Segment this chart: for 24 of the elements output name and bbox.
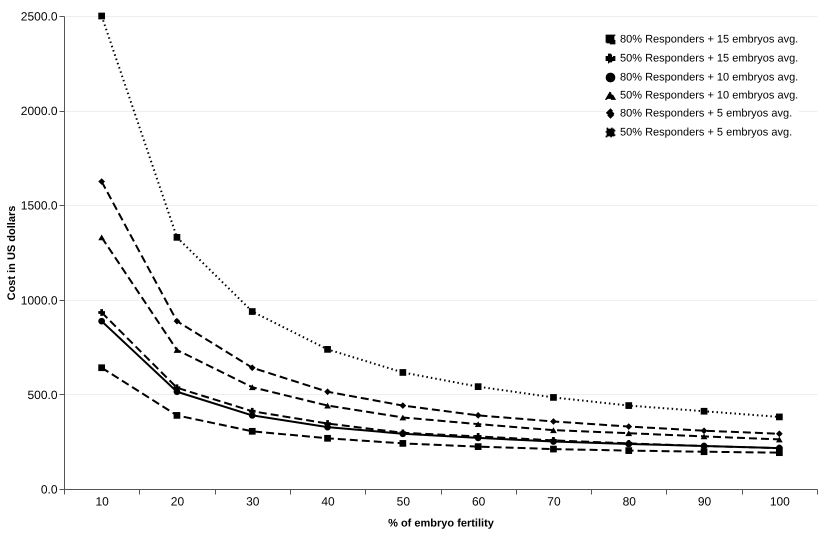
y-tick-label: 1000.0 — [20, 293, 58, 308]
x-tick-label: 50 — [396, 494, 410, 508]
legend-label: 50% Responders + 10 embryos avg. — [620, 90, 798, 102]
y-tick-label: 0.0 — [40, 482, 58, 496]
legend-label: 80% Responders + 5 embryos avg. — [620, 108, 792, 120]
y-tick-label: 2000.0 — [20, 104, 58, 118]
y-tick-label: 2500.0 — [20, 10, 58, 24]
x-tick-label: 20 — [170, 494, 184, 508]
legend-label: 80% Responders + 10 embryos avg. — [620, 72, 798, 84]
y-axis-title: Cost in US dollars — [6, 206, 18, 300]
x-tick-label: 40 — [321, 494, 336, 508]
legend-label: 50% Responders + 5 embryos avg. — [620, 126, 792, 138]
y-tick-label: 1500.0 — [20, 198, 58, 213]
x-tick-label: 100 — [770, 494, 790, 508]
x-axis-title: % of embryo fertility — [388, 518, 495, 530]
legend-label: 80% Responders + 15 embryos avg. — [620, 34, 798, 46]
x-tick-label: 30 — [246, 494, 260, 508]
x-tick-label: 90 — [698, 494, 712, 508]
x-tick-label: 80 — [622, 494, 636, 508]
legend-label: 50% Responders + 15 embryos avg. — [620, 52, 798, 64]
x-tick-label: 60 — [472, 494, 486, 508]
y-tick-label: 500.0 — [27, 388, 58, 402]
x-tick-label: 70 — [547, 494, 561, 508]
x-tick-label: 10 — [95, 494, 110, 508]
